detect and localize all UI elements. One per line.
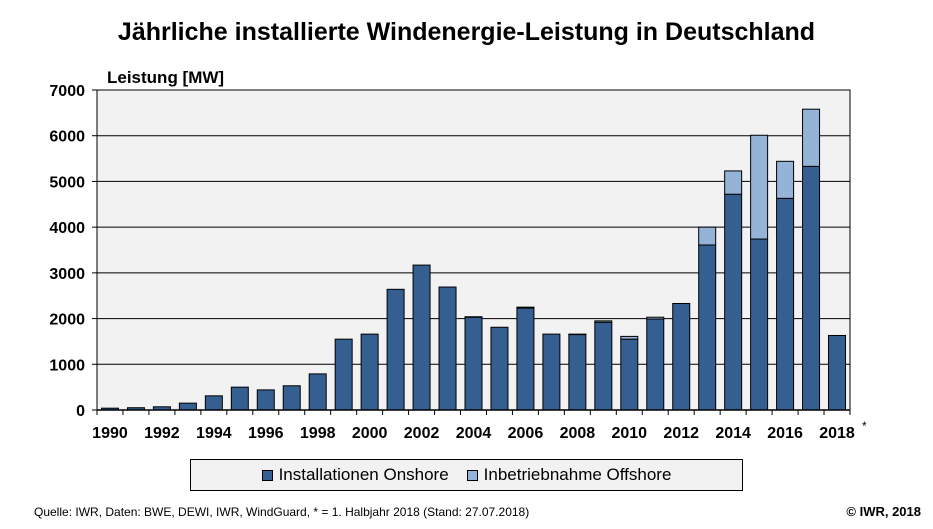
legend-swatch-onshore bbox=[261, 469, 273, 481]
legend-item-offshore: Inbetriebnahme Offshore bbox=[466, 465, 672, 485]
bar-onshore-2002 bbox=[412, 264, 431, 411]
bar-onshore-2009 bbox=[594, 321, 613, 411]
y-tick-label: 4000 bbox=[49, 220, 85, 237]
bar-onshore-2004 bbox=[464, 316, 483, 411]
bar-onshore-2000 bbox=[360, 333, 379, 411]
bar-onshore-2003 bbox=[438, 286, 457, 411]
bar-onshore-2014 bbox=[724, 193, 743, 411]
bar-onshore-1994 bbox=[204, 395, 223, 411]
bar-onshore-2008 bbox=[568, 334, 587, 411]
bar-onshore-2007 bbox=[542, 333, 561, 411]
x-tick-label: 1996 bbox=[248, 425, 284, 442]
copyright: © IWR, 2018 bbox=[846, 504, 921, 519]
bar-chart: 0 1000 2000 3000 4000 5000 6000 7000 1990 1992 199… bbox=[49, 83, 867, 442]
bar-onshore-2006 bbox=[516, 307, 535, 411]
bar-onshore-2010 bbox=[620, 338, 639, 411]
x-tick-label: 2010 bbox=[611, 425, 647, 442]
bar-onshore-2012 bbox=[672, 302, 691, 411]
bar-onshore-2013 bbox=[698, 244, 717, 411]
chart-title: Jährliche installierte Windenergie-Leist… bbox=[117, 18, 816, 46]
x-tick-label: 1990 bbox=[92, 425, 128, 442]
x-tick-note: * bbox=[862, 419, 867, 433]
y-tick-label: 5000 bbox=[49, 174, 85, 191]
bar-onshore-2015 bbox=[750, 238, 769, 411]
legend-swatch-offshore bbox=[466, 469, 478, 481]
bar-offshore-2016 bbox=[776, 160, 795, 199]
x-tick-label: 1994 bbox=[196, 425, 232, 442]
bar-onshore-1997 bbox=[282, 385, 301, 411]
bar-onshore-1998 bbox=[308, 373, 327, 411]
y-tick-label: 1000 bbox=[49, 357, 85, 374]
legend-item-onshore: Installationen Onshore bbox=[261, 465, 449, 485]
legend-label-offshore: Inbetriebnahme Offshore bbox=[483, 465, 672, 484]
y-tick-label: 7000 bbox=[49, 83, 85, 100]
y-axis-label: Leistung [MW] bbox=[107, 68, 225, 87]
x-tick-label: 2018 bbox=[819, 425, 855, 442]
x-tick-label: 2014 bbox=[715, 425, 751, 442]
x-tick-label: 1992 bbox=[144, 425, 180, 442]
bar-onshore-2017 bbox=[802, 165, 821, 411]
bar-offshore-2009 bbox=[594, 320, 613, 323]
y-tick-label: 3000 bbox=[49, 266, 85, 283]
bar-onshore-1996 bbox=[256, 389, 275, 411]
bar-onshore-1999 bbox=[334, 338, 353, 411]
bar-offshore-2010 bbox=[620, 335, 639, 340]
bar-offshore-2013 bbox=[698, 226, 717, 246]
y-tick-label: 2000 bbox=[49, 312, 85, 329]
legend-label-onshore: Installationen Onshore bbox=[278, 465, 449, 484]
bar-offshore-2011 bbox=[646, 316, 665, 320]
bar-onshore-1995 bbox=[230, 386, 249, 411]
bar-offshore-2015 bbox=[750, 134, 769, 240]
x-tick-label: 2016 bbox=[767, 425, 803, 442]
x-tick-label: 1998 bbox=[300, 425, 336, 442]
source-note: Quelle: IWR, Daten: BWE, DEWI, IWR, Wind… bbox=[34, 505, 530, 519]
bar-onshore-1993 bbox=[178, 402, 197, 411]
bar-onshore-2018 bbox=[828, 334, 847, 411]
bar-onshore-2016 bbox=[776, 197, 795, 411]
x-tick-label: 2008 bbox=[560, 425, 596, 442]
x-tick-label: 2000 bbox=[352, 425, 388, 442]
y-tick-label: 0 bbox=[76, 403, 85, 420]
bar-onshore-2011 bbox=[646, 318, 665, 411]
bar-offshore-2017 bbox=[802, 108, 821, 167]
x-tick-label: 2012 bbox=[663, 425, 699, 442]
bar-offshore-2006 bbox=[516, 306, 535, 309]
bar-onshore-2001 bbox=[386, 288, 405, 411]
x-tick-label: 2004 bbox=[456, 425, 492, 442]
bar-onshore-2005 bbox=[490, 326, 509, 411]
legend: Installationen Onshore Inbetriebnahme Of… bbox=[190, 459, 743, 491]
y-tick-label: 6000 bbox=[49, 129, 85, 146]
x-tick-label: 2002 bbox=[404, 425, 440, 442]
x-tick-label: 2006 bbox=[508, 425, 544, 442]
bar-offshore-2014 bbox=[724, 170, 743, 195]
